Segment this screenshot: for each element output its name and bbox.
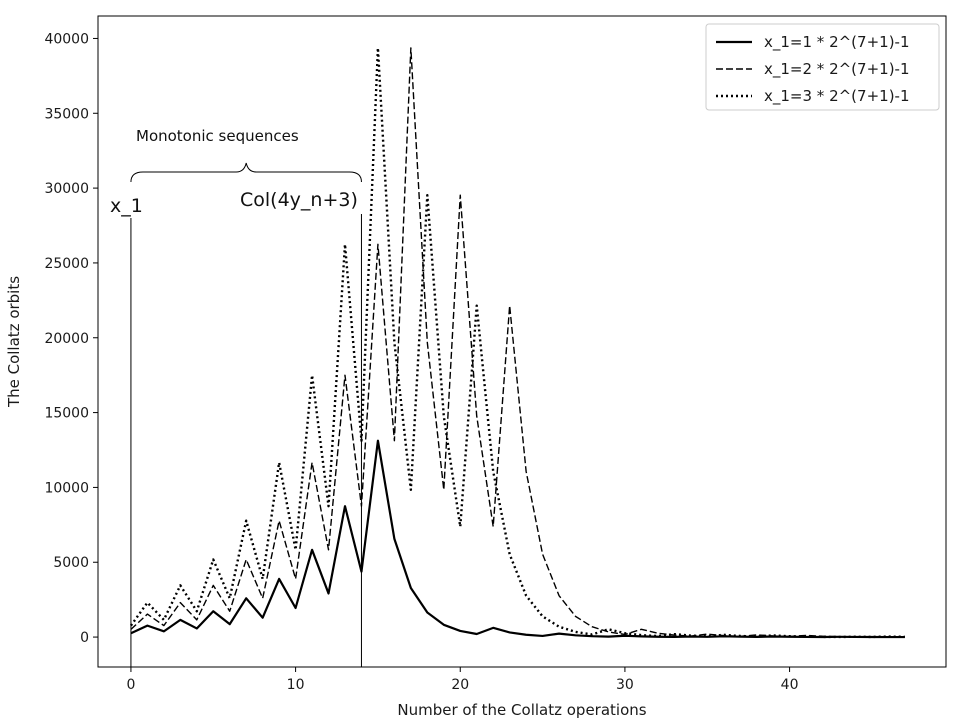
y-tick-label: 35000	[44, 106, 89, 122]
legend: x_1=1 * 2^(7+1)-1 x_1=2 * 2^(7+1)-1 x_1=3 …	[705, 23, 940, 111]
series-line-2	[130, 47, 905, 638]
x-tick-label: 30	[616, 677, 634, 693]
y-axis-ticks: 0 5000 10000 15000 20000 25000 30000 35000 40000	[44, 31, 98, 646]
y-tick-label: 30000	[44, 181, 89, 197]
x-tick-label: 40	[781, 677, 799, 693]
y-tick-label: 0	[80, 630, 89, 646]
y-tick-label: 10000	[44, 480, 89, 496]
y-tick-label: 20000	[44, 331, 89, 347]
legend-label-1: x_1=1 * 2^(7+1)-1	[764, 33, 910, 52]
legend-label-2: x_1=2 * 2^(7+1)-1	[764, 60, 910, 79]
annotations: Monotonic sequences x_1 Col(4y_n+3)	[110, 127, 362, 667]
x-tick-label: 20	[451, 677, 469, 693]
end-label: Col(4y_n+3)	[240, 189, 358, 211]
y-tick-label: 15000	[44, 406, 89, 422]
start-label: x_1	[110, 195, 143, 217]
legend-box	[705, 23, 940, 111]
y-axis-label: The Collatz orbits	[5, 276, 23, 408]
series-line-3	[129, 46, 905, 639]
plot-area	[129, 46, 905, 639]
x-tick-label: 0	[126, 677, 135, 693]
y-tick-label: 25000	[44, 256, 89, 272]
y-tick-label: 5000	[53, 555, 89, 571]
bracket-label: Monotonic sequences	[136, 127, 299, 145]
x-axis-label: Number of the Collatz operations	[397, 701, 646, 719]
legend-label-3: x_1=3 * 2^(7+1)-1	[764, 87, 910, 106]
axes-frame	[97, 15, 947, 668]
x-axis-ticks: 0 10 20 30 40	[126, 667, 798, 693]
monotonic-bracket	[130, 162, 362, 183]
y-tick-label: 40000	[44, 31, 89, 47]
x-tick-label: 10	[287, 677, 305, 693]
